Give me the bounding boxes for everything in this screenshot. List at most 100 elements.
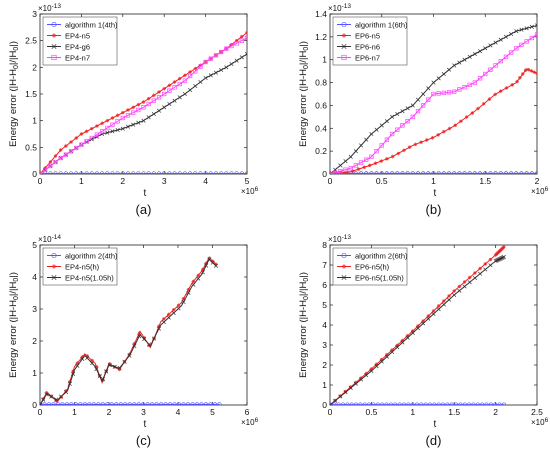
marker-circle xyxy=(68,171,74,174)
marker-star xyxy=(425,138,429,142)
marker-circle xyxy=(362,402,367,405)
marker-circle xyxy=(176,402,182,405)
marker-x xyxy=(514,29,519,34)
marker-circle xyxy=(105,402,110,405)
x-tick-label: 1 xyxy=(79,176,84,186)
marker-x xyxy=(379,123,384,128)
marker-star xyxy=(64,144,68,148)
y-exponent: ×10-13 xyxy=(328,3,351,13)
y-tick-label: 2 xyxy=(32,62,37,72)
x-tick-label: 0 xyxy=(38,407,43,417)
marker-star xyxy=(95,124,99,128)
marker-circle xyxy=(51,21,57,28)
marker-star xyxy=(457,285,461,288)
marker-star xyxy=(342,33,346,38)
x-tick-label: 0.5 xyxy=(365,407,377,417)
marker-x xyxy=(244,53,247,57)
marker-circle xyxy=(397,402,402,405)
y-tick-label: 1 xyxy=(322,380,327,390)
marker-square xyxy=(187,73,193,79)
x-exponent-value: 6 xyxy=(545,417,549,424)
marker-circle xyxy=(239,171,244,174)
marker-circle xyxy=(181,402,186,405)
marker-square xyxy=(177,81,182,87)
marker-circle xyxy=(393,402,398,405)
marker-x xyxy=(89,137,94,142)
marker-x xyxy=(234,58,239,63)
marker-x xyxy=(488,263,493,268)
marker-star xyxy=(54,154,57,158)
marker-circle xyxy=(475,402,480,405)
marker-square xyxy=(431,91,436,97)
x-tick-label: 1.5 xyxy=(479,176,491,186)
marker-x xyxy=(51,44,57,49)
marker-circle xyxy=(353,171,359,174)
marker-star xyxy=(85,129,89,133)
y-tick-label: 8 xyxy=(322,240,327,250)
marker-square xyxy=(405,118,410,124)
marker-circle xyxy=(488,402,493,405)
panel-b: 0 0.5 1 1.5 2 0 0.2 0.4 0.6 0.8 1 1.2 1.4×10-13 ×106 t… xyxy=(298,3,549,217)
marker-circle xyxy=(353,402,359,405)
marker-star xyxy=(182,297,185,301)
marker-x xyxy=(498,37,503,42)
x-tick-label: 6 xyxy=(245,407,250,417)
marker-x xyxy=(343,159,348,164)
marker-star xyxy=(79,132,83,136)
marker-square xyxy=(94,132,100,137)
marker-square xyxy=(369,154,374,160)
marker-x xyxy=(494,258,499,263)
marker-circle xyxy=(493,402,498,405)
marker-star xyxy=(408,145,412,149)
marker-star xyxy=(191,280,195,283)
marker-circle xyxy=(423,402,428,405)
marker-square xyxy=(333,170,338,174)
marker-x xyxy=(85,355,90,360)
marker-x xyxy=(67,381,72,386)
marker-star xyxy=(74,136,78,140)
marker-square xyxy=(105,125,110,131)
marker-star xyxy=(402,148,406,152)
y-ticks: 0 0.2 0.4 0.6 0.8 1 1.2 1.4 xyxy=(315,9,537,179)
marker-star xyxy=(499,89,503,93)
marker-x xyxy=(120,126,125,131)
marker-x xyxy=(59,394,64,399)
marker-circle xyxy=(218,171,224,174)
marker-star xyxy=(152,93,156,97)
marker-x xyxy=(338,163,343,168)
marker-star xyxy=(468,276,472,279)
marker-x xyxy=(348,154,353,159)
marker-x xyxy=(410,103,415,108)
x-tick-label: 1 xyxy=(410,407,415,417)
marker-x xyxy=(529,24,534,29)
marker-circle xyxy=(146,171,151,174)
marker-x xyxy=(410,330,415,336)
marker-star xyxy=(416,324,420,328)
marker-square xyxy=(136,107,141,113)
marker-x xyxy=(137,334,142,339)
marker-star xyxy=(362,165,366,169)
marker-star xyxy=(396,151,400,155)
marker-x xyxy=(136,120,141,125)
marker-square xyxy=(172,85,177,90)
marker-circle xyxy=(358,171,364,174)
marker-star xyxy=(52,264,56,269)
y-tick-label: 0.4 xyxy=(315,123,327,133)
marker-star xyxy=(245,31,247,34)
marker-square xyxy=(203,59,208,65)
x-axis-label: t xyxy=(144,188,147,199)
y-tick-label: 3 xyxy=(32,9,37,19)
marker-square xyxy=(395,127,400,132)
marker-square xyxy=(364,157,369,162)
marker-x xyxy=(446,297,452,302)
marker-square xyxy=(353,163,359,168)
marker-x xyxy=(488,43,493,48)
marker-square xyxy=(341,54,347,61)
marker-circle xyxy=(127,402,132,405)
marker-x xyxy=(498,256,503,261)
marker-square xyxy=(182,78,188,83)
marker-x xyxy=(341,44,347,49)
marker-star xyxy=(524,68,528,72)
marker-x xyxy=(49,394,54,399)
marker-x xyxy=(426,316,431,321)
